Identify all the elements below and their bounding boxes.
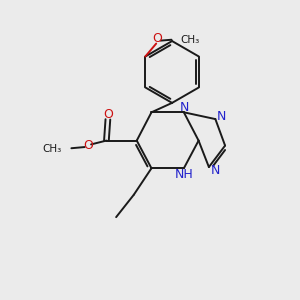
Text: N: N: [217, 110, 226, 123]
Text: O: O: [103, 108, 113, 121]
Text: CH₃: CH₃: [42, 144, 62, 154]
Text: O: O: [83, 139, 93, 152]
Text: CH₃: CH₃: [180, 35, 200, 45]
Text: N: N: [211, 164, 220, 177]
Text: NH: NH: [175, 168, 194, 181]
Text: N: N: [180, 100, 189, 113]
Text: O: O: [153, 32, 163, 45]
